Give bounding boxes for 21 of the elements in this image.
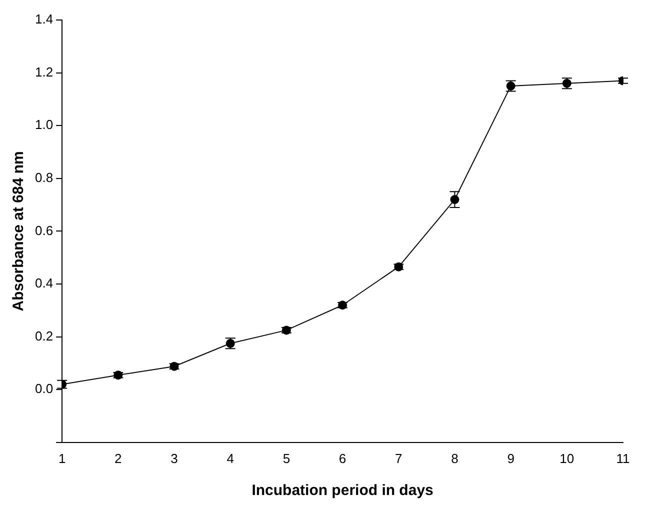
y-tick-label: 1.4 [34, 12, 54, 27]
x-tick-label: 3 [170, 450, 178, 466]
x-tick-label: 6 [338, 450, 346, 466]
y-tick-label: 1.2 [34, 64, 54, 80]
x-tick-label: 5 [282, 450, 290, 466]
x-tick-label: 9 [507, 450, 514, 466]
y-tick-label: 0.0 [34, 381, 54, 396]
y-tick-label: 0.2 [34, 328, 54, 344]
x-tick-label: 10 [560, 450, 574, 466]
x-tick-label: 4 [226, 450, 234, 466]
y-tick-label: 0.6 [34, 222, 54, 238]
x-tick-label: 2 [114, 450, 122, 466]
x-tick-label: 1 [58, 450, 66, 466]
y-tick-label: 0.4 [34, 276, 54, 291]
y-axis-title: Absorbance at 684 nm [10, 151, 28, 312]
y-tick-label: 1.0 [34, 117, 54, 132]
y-tick-label: 0.8 [34, 170, 54, 185]
x-tick-label: 8 [451, 450, 458, 466]
x-tick-label: 11 [616, 450, 630, 466]
x-axis-title: Incubation period in days [252, 482, 434, 500]
x-tick-label: 7 [395, 450, 402, 466]
